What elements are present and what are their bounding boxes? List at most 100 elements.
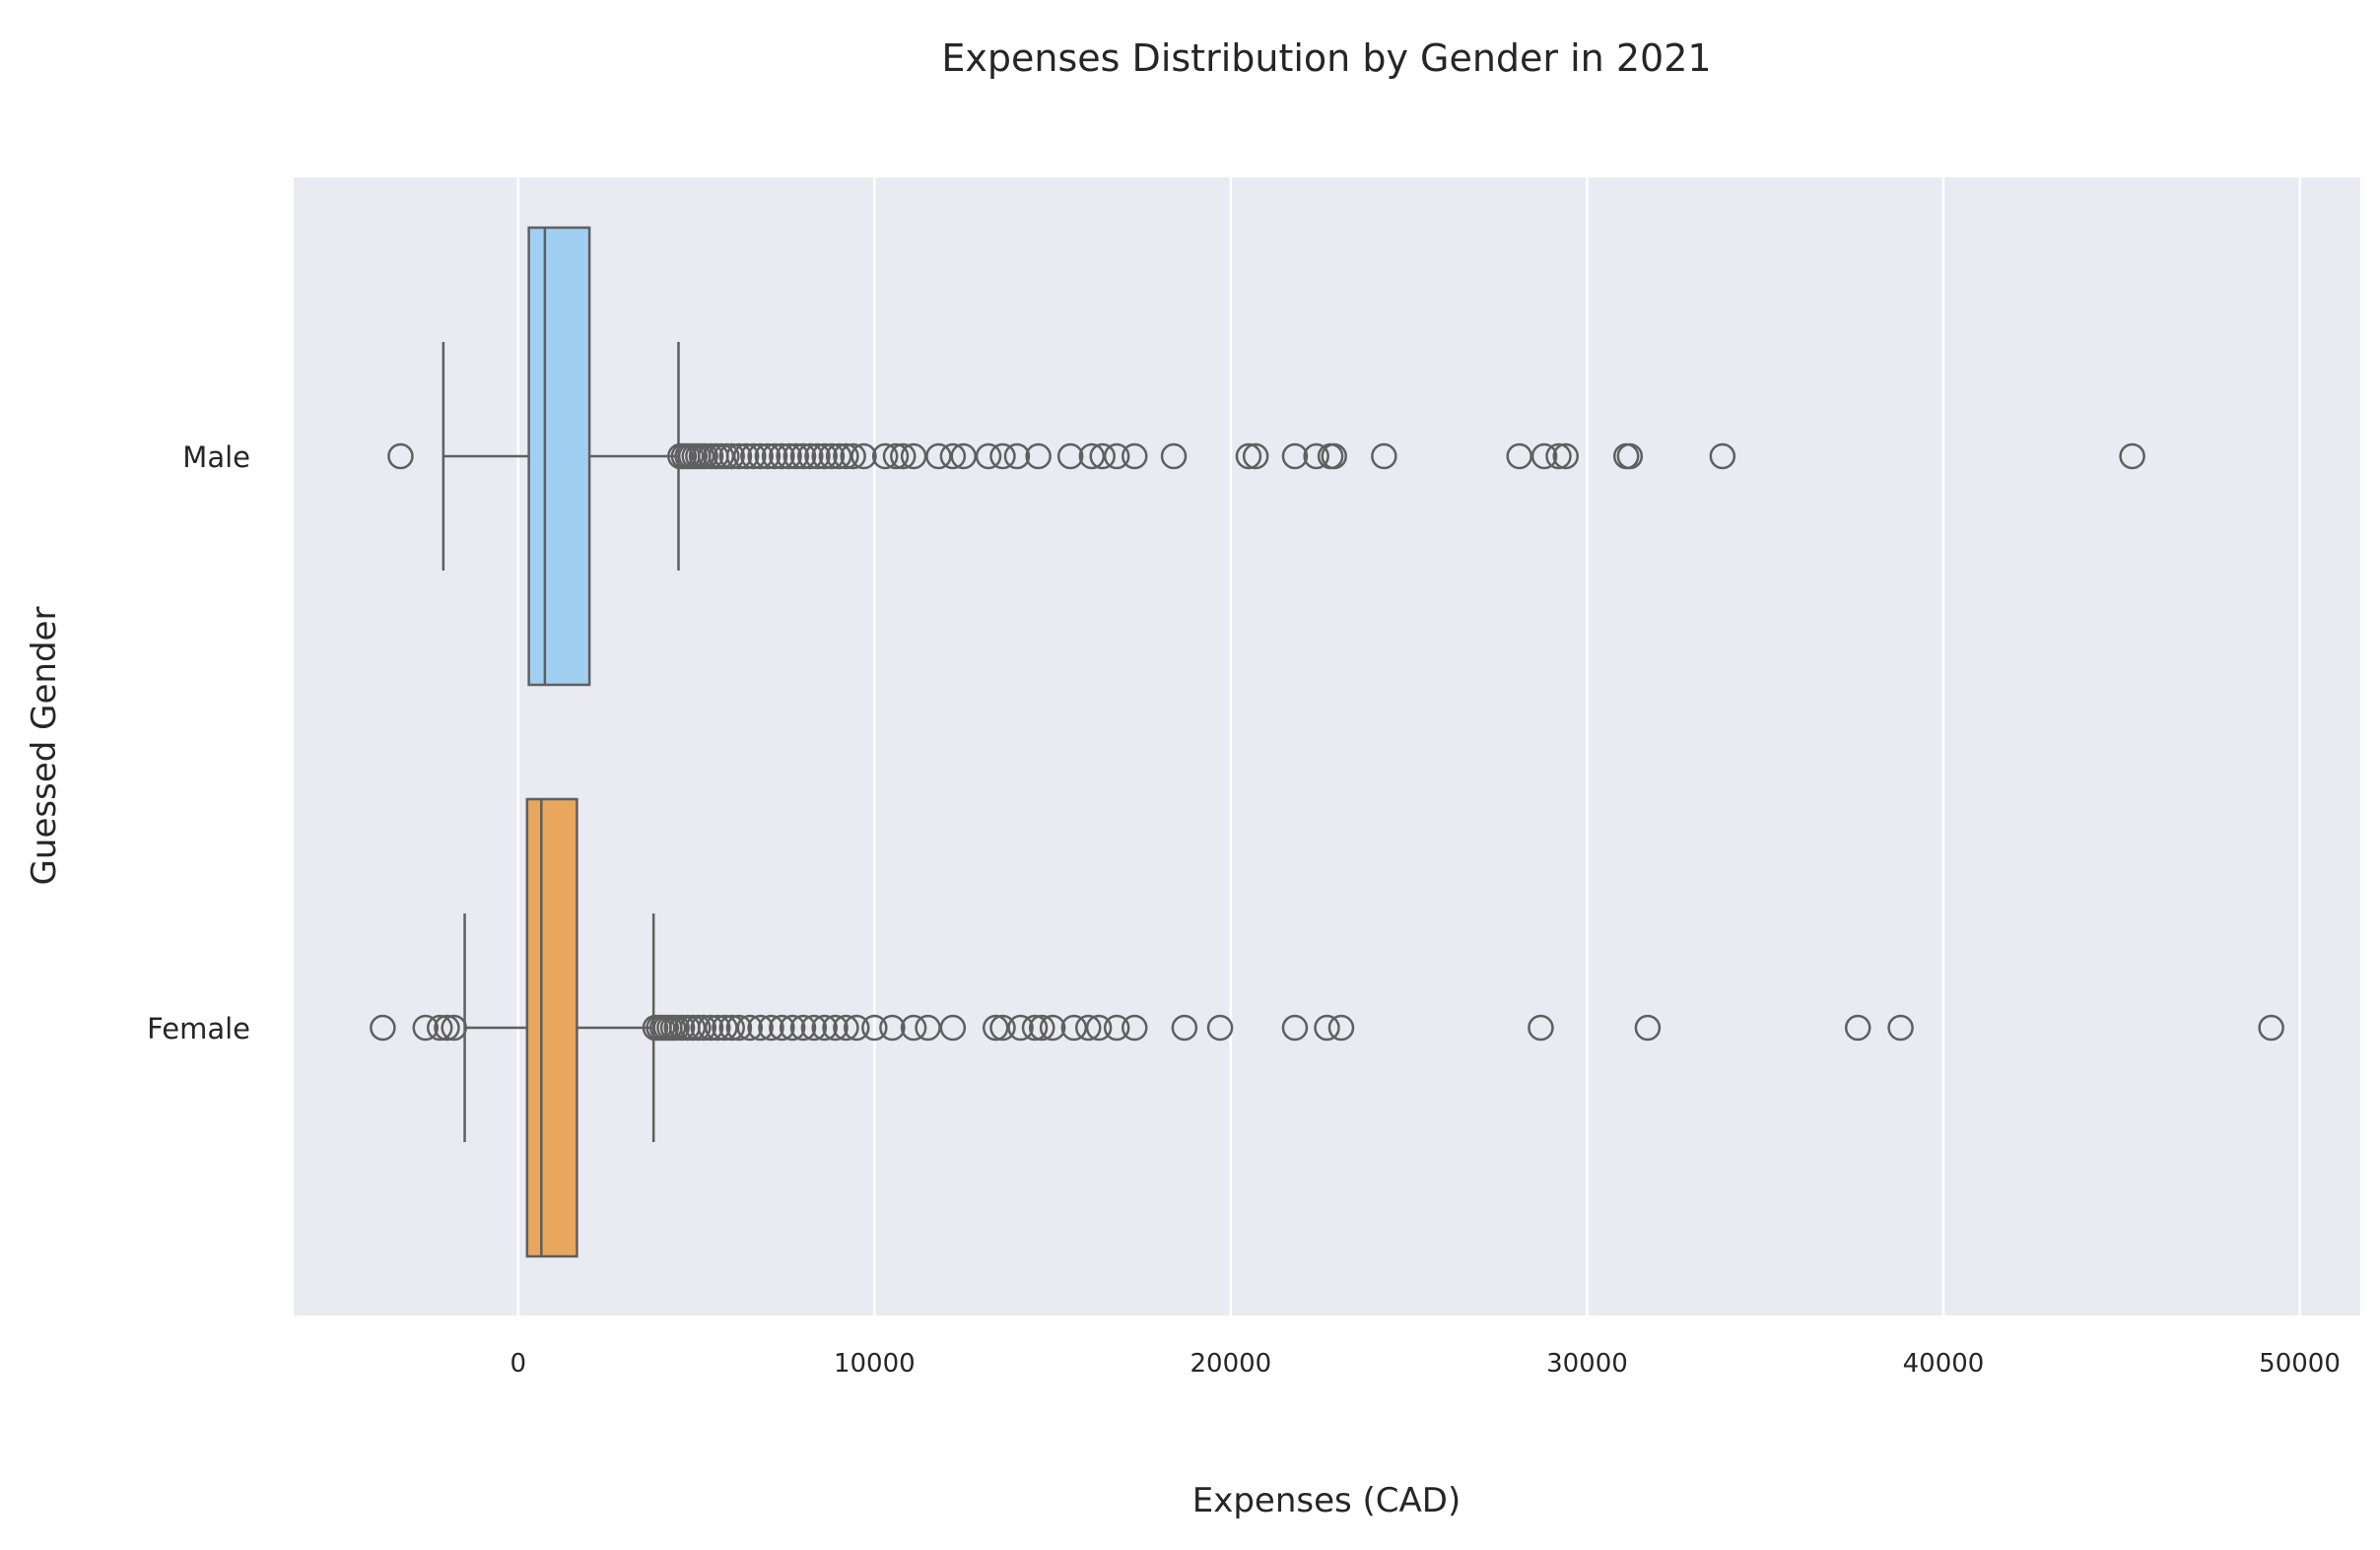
outlier-point	[1709, 442, 1736, 470]
x-tick-label: 30000	[1546, 1349, 1628, 1379]
outlier-point	[1281, 1014, 1309, 1042]
outlier-point	[782, 442, 810, 470]
outlier-point	[822, 1014, 849, 1042]
outlier-point	[871, 442, 899, 470]
outlier-point	[1371, 442, 1397, 470]
x-tick-label: 0	[510, 1349, 527, 1379]
outlier-point	[1122, 1014, 1148, 1042]
outlier-point	[725, 442, 753, 470]
outlier-point	[900, 442, 927, 470]
outlier-point	[833, 1014, 859, 1042]
plot-background	[294, 177, 2360, 1315]
outlier-point	[939, 442, 967, 470]
outlier-point	[1281, 442, 1309, 470]
outlier-point	[840, 442, 866, 470]
outlier-point	[1616, 442, 1644, 470]
outlier-point	[811, 1014, 838, 1042]
outlier-point	[1103, 442, 1130, 470]
outlier-point	[789, 1014, 817, 1042]
outlier-point	[718, 1014, 745, 1042]
outlier-point	[2119, 442, 2145, 470]
outlier-point	[1528, 1014, 1554, 1042]
outlier-point	[1029, 1014, 1055, 1042]
outlier-point	[915, 1014, 941, 1042]
outlier-point	[1506, 442, 1532, 470]
outlier-point	[712, 1014, 738, 1042]
y-tick-label-male: Male	[182, 440, 250, 474]
outlier-point	[758, 1014, 784, 1042]
outlier-point	[818, 442, 846, 470]
outlier-point	[1060, 1014, 1088, 1042]
outlier-point	[861, 1014, 888, 1042]
outlier-point	[779, 1014, 806, 1042]
outlier-point	[1007, 1014, 1034, 1042]
outlier-point	[1078, 442, 1106, 470]
outlier-point	[697, 1014, 724, 1042]
outlier-point	[1075, 1014, 1102, 1042]
outlier-point	[387, 442, 414, 470]
outlier-point	[950, 442, 977, 470]
outlier-point	[850, 442, 877, 470]
outlier-point	[1634, 1014, 1662, 1042]
outlier-point	[1327, 1014, 1355, 1042]
outlier-point	[747, 442, 774, 470]
y-axis-categories: Male Female	[147, 440, 250, 1045]
outlier-point	[797, 442, 824, 470]
box-group-female	[370, 797, 2284, 1258]
outlier-point	[925, 442, 952, 470]
outlier-point	[754, 442, 782, 470]
outlier-point	[434, 1014, 460, 1042]
outlier-point	[1844, 1014, 1871, 1042]
outlier-point	[989, 1014, 1016, 1042]
outlier-point	[441, 1014, 467, 1042]
outlier-point	[426, 1014, 453, 1042]
outlier-point	[1303, 442, 1329, 470]
outlier-point	[890, 442, 917, 470]
box-groups	[370, 226, 2284, 1258]
x-axis-label: Expenses (CAD)	[1192, 1481, 1462, 1520]
x-tick-label: 10000	[834, 1349, 916, 1379]
outlier-point	[2258, 1014, 2284, 1042]
outlier-point	[800, 1014, 828, 1042]
outlier-point	[690, 1014, 717, 1042]
iqr-box	[525, 797, 578, 1258]
outlier-point	[975, 442, 1002, 470]
x-tick-label: 50000	[2259, 1349, 2341, 1379]
outlier-point	[811, 442, 838, 470]
outlier-point	[1171, 1014, 1198, 1042]
outlier-point	[1039, 1014, 1066, 1042]
outlier-point	[370, 1014, 396, 1042]
outlier-point	[983, 1014, 1009, 1042]
outlier-point	[769, 1014, 795, 1042]
outlier-point	[1545, 442, 1572, 470]
grid-lines	[516, 177, 2301, 1315]
outlier-point	[1122, 442, 1148, 470]
box-group-male	[387, 226, 2145, 687]
y-axis-label: Guessed Gender	[25, 607, 64, 886]
outlier-point	[789, 442, 817, 470]
outlier-point	[718, 442, 745, 470]
outlier-point	[1206, 1014, 1234, 1042]
outlier-point	[725, 1014, 753, 1042]
outlier-point	[1089, 442, 1116, 470]
x-axis-ticks: 0 10000 20000 30000 40000 50000	[510, 1349, 2341, 1379]
y-tick-label-female: Female	[147, 1012, 250, 1045]
outlier-point	[732, 442, 760, 470]
outlier-point	[412, 1014, 440, 1042]
outlier-point	[1314, 1014, 1340, 1042]
outlier-point	[804, 442, 831, 470]
outlier-point	[769, 442, 795, 470]
outlier-point	[882, 442, 910, 470]
iqr-box	[527, 226, 591, 687]
outlier-point	[1025, 442, 1052, 470]
outlier-point	[1552, 442, 1579, 470]
outlier-point	[736, 1014, 764, 1042]
outlier-point	[879, 1014, 906, 1042]
outlier-point	[1321, 442, 1347, 470]
outlier-point	[1530, 442, 1558, 470]
outlier-point	[776, 442, 802, 470]
chart-title: Expenses Distribution by Gender in 2021	[941, 36, 1711, 80]
outlier-point	[939, 1014, 967, 1042]
outlier-point	[761, 442, 788, 470]
